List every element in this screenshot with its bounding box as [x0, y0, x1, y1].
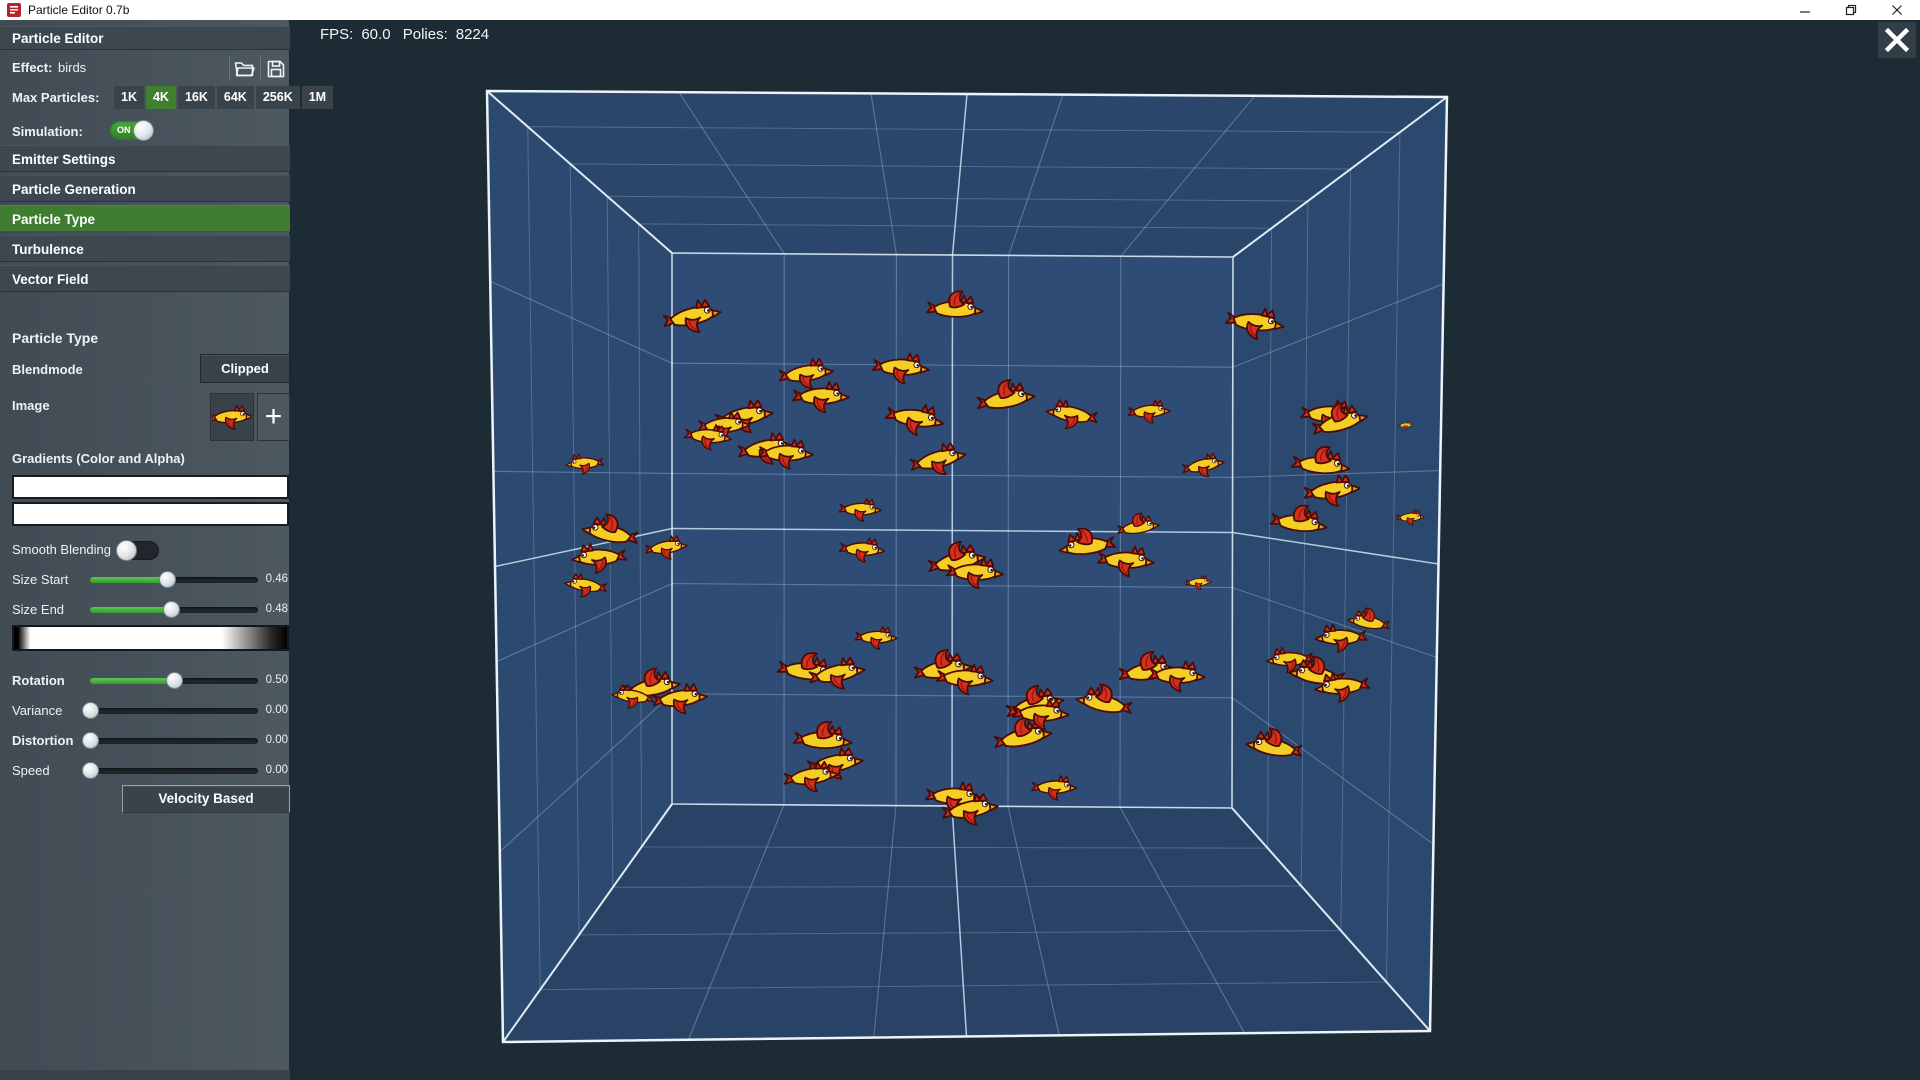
blendmode-label: Blendmode [12, 362, 83, 377]
max-particles-group: 1K 4K 16K 64K 256K 1M [112, 86, 334, 109]
slider-variance: Variance 0.00 [0, 699, 290, 723]
folder-open-icon [234, 61, 255, 76]
slider-track[interactable] [90, 571, 258, 588]
max-particles-1k[interactable]: 1K [114, 86, 144, 109]
slider-track[interactable] [90, 601, 258, 618]
minimize-button[interactable] [1782, 0, 1828, 20]
slider-label: Speed [12, 763, 50, 778]
polies-value: 8224 [455, 26, 490, 43]
slider-knob[interactable] [159, 571, 177, 588]
slider-value: 0.00 [265, 734, 288, 746]
slider-fill [90, 577, 168, 583]
close-icon [1892, 5, 1902, 15]
window-title: Particle Editor 0.7b [28, 3, 130, 17]
slider-track[interactable] [82, 732, 258, 749]
slider-value: 0.50 [265, 674, 288, 686]
save-icon [267, 60, 285, 77]
max-particles-4k[interactable]: 4K [145, 86, 176, 109]
panel-title: Particle Type [12, 330, 99, 346]
alpha-gradient-editor[interactable] [12, 502, 289, 526]
open-effect-button[interactable] [229, 56, 260, 81]
viewport-canvas[interactable]: FPS: 60.0 Polies: 8224 [290, 20, 1920, 1080]
slider-label: Rotation [12, 673, 65, 688]
fps-value: 60.0 [361, 26, 391, 43]
slider-value: 0.46 [265, 573, 288, 585]
sidebar-section-emitter-settings[interactable]: Emitter Settings [0, 145, 290, 172]
smooth-blending-toggle[interactable] [116, 540, 159, 561]
polies-label: Polies: [402, 26, 448, 43]
stats-readout: FPS: 60.0 Polies: 8224 [320, 26, 497, 43]
slider-label: Distortion [12, 733, 74, 748]
max-particles-256k[interactable]: 256K [255, 86, 300, 109]
gradients-label: Gradients (Color and Alpha) [12, 451, 185, 466]
sidebar-section-vector-field[interactable]: Vector Field [0, 265, 290, 292]
effect-value[interactable]: birds [58, 60, 87, 75]
slider-distortion: Distortion 0.00 [0, 729, 290, 753]
minimize-icon [1800, 11, 1810, 13]
fps-label: FPS: [320, 26, 354, 43]
slider-label: Size End [12, 602, 65, 617]
slider-fill [90, 607, 171, 613]
slider-track[interactable] [82, 702, 258, 719]
simulation-label: Simulation: [12, 124, 83, 139]
slider-track[interactable] [82, 762, 258, 779]
slider-size-end: Size End 0.48 [0, 598, 290, 622]
sidebar-header: Particle Editor [0, 26, 290, 50]
slider-knob[interactable] [82, 762, 99, 779]
slider-track[interactable] [90, 672, 258, 689]
close-window-button[interactable] [1874, 0, 1920, 20]
sidebar-section-turbulence[interactable]: Turbulence [0, 235, 290, 262]
max-particles-1m[interactable]: 1M [301, 86, 334, 109]
max-particles-64k[interactable]: 64K [216, 86, 254, 109]
max-particles-label: Max Particles: [12, 90, 100, 105]
slider-knob[interactable] [82, 732, 99, 749]
effect-label: Effect: [12, 60, 53, 75]
slider-label: Size Start [12, 572, 69, 587]
simulation-toggle[interactable]: ON [110, 120, 154, 141]
app-logo-icon [7, 3, 21, 17]
toggle-knob[interactable] [116, 540, 137, 561]
restore-button[interactable] [1828, 0, 1874, 20]
size-curve-gradient-bar[interactable] [12, 625, 289, 651]
restore-icon [1845, 4, 1857, 16]
velocity-based-button[interactable]: Velocity Based [122, 785, 290, 813]
toggle-knob[interactable] [133, 120, 154, 141]
slider-speed: Speed 0.00 [0, 759, 290, 783]
sidebar-footer [0, 1070, 290, 1080]
bird-sprite-icon [212, 404, 252, 430]
slider-knob[interactable] [82, 702, 99, 719]
blendmode-button[interactable]: Clipped [200, 354, 290, 383]
slider-knob[interactable] [166, 672, 183, 689]
save-effect-button[interactable] [260, 56, 291, 81]
max-particles-16k[interactable]: 16K [177, 86, 215, 109]
smooth-blending-label: Smooth Blending [12, 542, 112, 557]
slider-size-start: Size Start 0.46 [0, 568, 290, 592]
slider-knob[interactable] [162, 601, 180, 618]
slider-fill [90, 678, 174, 684]
slider-value: 0.48 [265, 603, 288, 615]
image-thumbnail[interactable] [210, 393, 254, 441]
slider-rotation: Rotation 0.50 [0, 669, 290, 693]
image-label: Image [12, 398, 50, 413]
color-gradient-editor[interactable] [12, 475, 289, 499]
slider-label: Variance [12, 703, 63, 718]
sidebar-section-particle-type[interactable]: Particle Type [0, 205, 290, 232]
window-titlebar: Particle Editor 0.7b [0, 0, 1920, 20]
3d-scene[interactable] [290, 20, 1920, 1080]
slider-value: 0.00 [265, 704, 288, 716]
slider-value: 0.00 [265, 764, 288, 776]
close-icon [1884, 27, 1910, 53]
viewport-close-button[interactable] [1878, 22, 1916, 58]
sidebar: Particle Editor Effect: birds Max Partic… [0, 20, 334, 1080]
sidebar-section-particle-generation[interactable]: Particle Generation [0, 175, 290, 202]
toggle-on-label: ON [117, 125, 131, 135]
add-image-button[interactable]: + [257, 393, 290, 441]
